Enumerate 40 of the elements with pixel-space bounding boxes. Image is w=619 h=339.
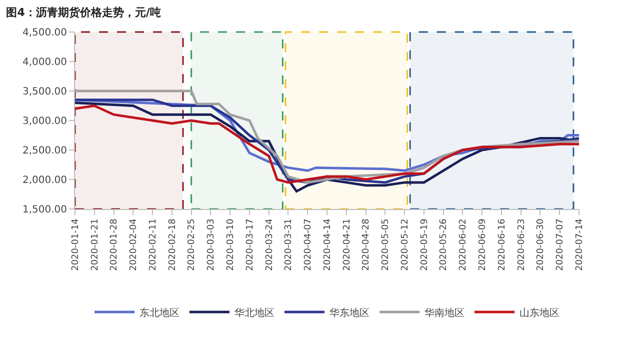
x-tick-label: 2020-05-26	[439, 218, 450, 271]
x-tick-label: 2020-03-10	[226, 218, 236, 271]
legend-label: 华东地区	[330, 306, 370, 319]
x-tick-label: 2020-06-16	[497, 218, 508, 271]
x-tick-label: 2020-01-21	[90, 218, 100, 271]
x-tick-label: 2020-05-05	[381, 218, 392, 271]
x-tick-label: 2020-04-28	[362, 218, 372, 271]
x-tick-label: 2020-06-09	[478, 218, 488, 271]
legend-label: 华北地区	[234, 306, 274, 319]
x-tick-label: 2020-07-14	[574, 218, 585, 271]
x-tick-label: 2020-05-12	[400, 218, 410, 271]
x-tick-label: 2020-02-04	[129, 218, 140, 271]
x-tick-label: 2020-04-21	[342, 218, 352, 271]
y-tick-label: 3,000.00	[22, 116, 67, 127]
x-tick-label: 2020-03-24	[264, 218, 275, 271]
x-tick-label: 2020-06-30	[536, 218, 546, 271]
y-tick-label: 2,000.00	[22, 175, 67, 186]
legend-label: 东北地区	[140, 306, 180, 319]
x-tick-label: 2020-02-25	[187, 218, 198, 271]
x-tick-label: 2020-01-28	[110, 218, 120, 271]
y-tick-label: 3,500.00	[22, 86, 67, 98]
x-tick-label: 2020-06-02	[458, 218, 469, 271]
x-tick-label: 2020-05-19	[420, 218, 430, 271]
y-tick-label: 2,500.00	[22, 146, 67, 156]
legend-label: 山东地区	[520, 306, 560, 319]
x-tick-label: 2020-04-07	[304, 218, 314, 271]
x-tick-label: 2020-02-11	[148, 218, 158, 271]
x-tick-label: 2020-04-14	[322, 218, 333, 271]
x-tick-label: 2020-03-17	[245, 218, 256, 271]
x-tick-label: 2020-03-03	[206, 218, 217, 271]
y-tick-label: 1,500.00	[22, 204, 67, 216]
y-tick-label: 4,500.00	[22, 28, 67, 38]
x-tick-label: 2020-01-14	[70, 218, 81, 271]
chart-title: 图4：沥青期货价格走势，元/吨	[6, 6, 161, 20]
x-tick-label: 2020-02-18	[168, 218, 178, 271]
x-tick-label: 2020-07-07	[556, 218, 566, 271]
y-tick-label: 4,000.00	[22, 57, 67, 68]
x-tick-label: 2020-03-31	[284, 218, 294, 271]
legend-label: 华南地区	[424, 306, 464, 319]
x-tick-label: 2020-06-23	[516, 218, 527, 271]
